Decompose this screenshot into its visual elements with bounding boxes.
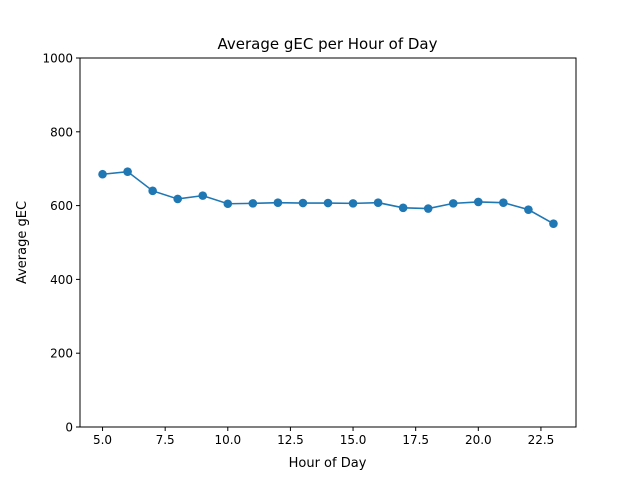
plot-area bbox=[79, 57, 577, 428]
data-point bbox=[474, 197, 483, 207]
y-axis-ticks: 0 200 400 600 800 1000 bbox=[42, 52, 80, 435]
data-point bbox=[148, 186, 157, 196]
y-tick-label: 800 bbox=[50, 125, 73, 139]
series-layer bbox=[98, 167, 558, 228]
y-tick-label: 600 bbox=[50, 199, 73, 213]
data-point bbox=[248, 199, 258, 208]
data-point bbox=[323, 198, 333, 208]
series-line bbox=[102, 170, 554, 225]
data-point bbox=[273, 198, 283, 207]
data-point bbox=[448, 199, 458, 208]
x-axis-ticks: 5.0 7.5 10.0 12.5 15.0 17.5 20.0 22.5 bbox=[93, 427, 554, 447]
data-point bbox=[549, 219, 558, 228]
x-tick-label: 12.5 bbox=[277, 433, 304, 447]
data-point bbox=[524, 205, 533, 214]
data-point bbox=[98, 169, 107, 179]
x-tick-label: 10.0 bbox=[214, 433, 241, 447]
data-point bbox=[123, 167, 132, 176]
data-point bbox=[348, 199, 358, 208]
data-point bbox=[423, 204, 433, 213]
y-tick-label: 200 bbox=[50, 347, 73, 361]
x-tick-label: 22.5 bbox=[528, 433, 555, 447]
data-point bbox=[223, 199, 233, 209]
y-axis-label: Average gEC bbox=[15, 201, 30, 284]
data-point bbox=[373, 198, 383, 207]
x-tick-label: 20.0 bbox=[465, 433, 492, 447]
chart-title: Average gEC per Hour of Day bbox=[217, 35, 437, 53]
x-tick-label: 17.5 bbox=[402, 433, 429, 447]
y-tick-label: 400 bbox=[50, 273, 73, 287]
data-point bbox=[398, 203, 408, 213]
x-axis-label: Hour of Day bbox=[289, 456, 367, 471]
data-point bbox=[173, 194, 182, 204]
x-tick-label: 7.5 bbox=[156, 433, 175, 447]
x-tick-label: 15.0 bbox=[340, 433, 367, 447]
data-point bbox=[499, 198, 508, 207]
y-tick-label: 1000 bbox=[42, 52, 73, 66]
data-point bbox=[298, 198, 308, 208]
x-tick-label: 5.0 bbox=[93, 433, 112, 447]
plot-frame bbox=[79, 57, 577, 428]
y-tick-label: 0 bbox=[65, 421, 73, 435]
data-point bbox=[198, 191, 208, 200]
